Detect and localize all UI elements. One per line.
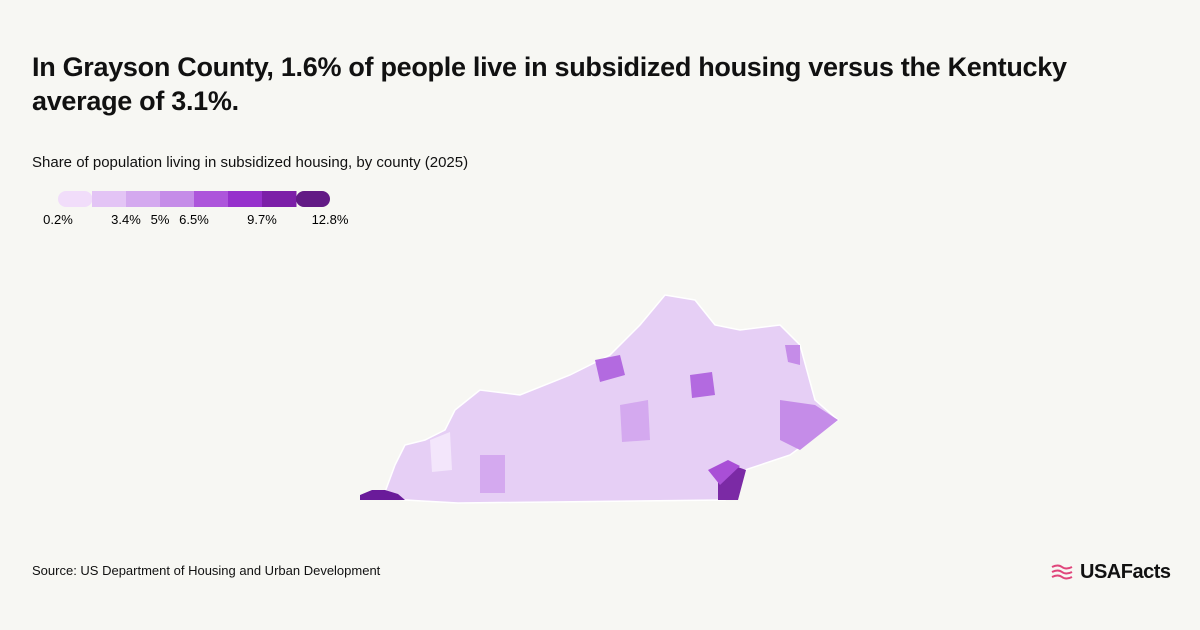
county-region (360, 490, 405, 500)
legend-swatch (92, 191, 127, 207)
county-region (708, 460, 740, 485)
logo: USAFacts (1050, 561, 1171, 584)
legend: 0.2% 3.4% 5% 6.5% 9.7% 12.8% (43, 191, 349, 227)
logo-text: USAFacts (1080, 561, 1171, 583)
legend-tick-label: 9.7% (247, 212, 277, 227)
legend-tick-label: 5% (151, 212, 170, 227)
legend-swatch (126, 191, 161, 207)
legend-swatch (194, 191, 229, 207)
legend-swatch (58, 191, 93, 207)
legend-tick-label: 12.8% (312, 212, 349, 227)
legend-swatch (228, 191, 263, 207)
subtitle: Share of population living in subsidized… (32, 154, 469, 171)
county-region (430, 432, 452, 472)
legend-tick-label: 3.4% (111, 212, 141, 227)
county-region (595, 355, 625, 382)
source: Source: US Department of Housing and Urb… (32, 563, 381, 578)
legend-swatch (160, 191, 195, 207)
legend-swatch (296, 191, 330, 207)
legend-tick-label: 0.2% (43, 212, 73, 227)
county-region (785, 345, 800, 365)
legend-swatch (262, 191, 297, 207)
title: In Grayson County, 1.6% of people live i… (32, 52, 1067, 116)
legend-tick-label: 6.5% (179, 212, 209, 227)
county-region (780, 400, 838, 450)
county-region (690, 372, 715, 398)
county-region (480, 455, 505, 493)
county-region (620, 400, 650, 442)
state-outline (359, 294, 840, 504)
logo-icon (1051, 564, 1073, 579)
county-region (718, 466, 746, 500)
